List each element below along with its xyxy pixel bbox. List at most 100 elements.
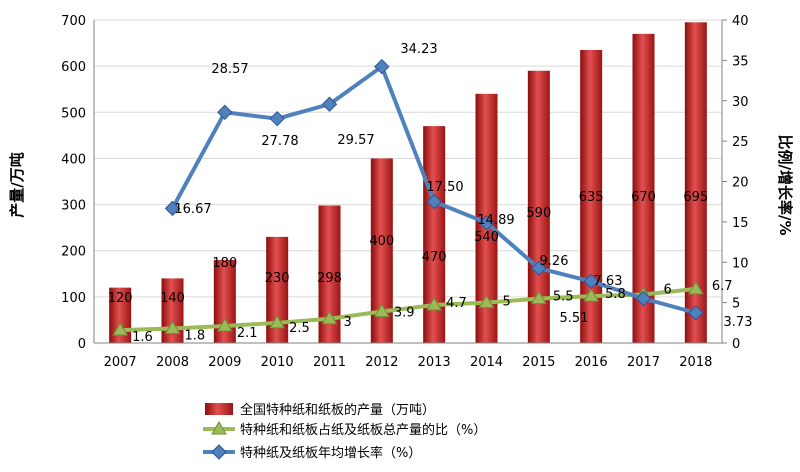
diamond-marker (583, 273, 599, 290)
y-axis-title: 产量/万吨 (8, 152, 26, 217)
x-tick-label: 2013 (418, 355, 451, 370)
ratio-data-label: 2.1 (237, 326, 258, 341)
x-tick-label: 2012 (365, 355, 398, 370)
x-tick-label: 2015 (522, 355, 555, 370)
y2-tick-label: 35 (732, 54, 749, 69)
series-line (120, 286, 697, 333)
triangle-marker (269, 314, 286, 329)
ratio-data-label: 5.5 (553, 290, 574, 305)
triangle-marker (373, 303, 390, 318)
bar-data-label: 470 (422, 250, 447, 265)
y2-tick-label: 15 (732, 216, 749, 231)
triangle-marker (321, 310, 338, 325)
bar-data-label: 298 (317, 271, 342, 286)
growth-data-label: 7.63 (594, 274, 623, 289)
diamond-marker (321, 96, 338, 112)
diamond-marker (531, 260, 547, 276)
diamond-marker (217, 104, 233, 121)
y2-axis-title: 比例/增长率/% (776, 135, 794, 236)
y2-tick-label: 40 (732, 14, 749, 29)
diamond-marker (688, 305, 704, 321)
y-tick-label: 0 (78, 337, 86, 352)
bar-data-label: 120 (108, 291, 133, 306)
diamond-marker (269, 110, 285, 127)
x-tick-label: 2007 (104, 355, 137, 370)
bar-data-label: 180 (212, 256, 237, 271)
legend-label-growth: 特种纸及纸板年均增长率（%） (240, 445, 421, 461)
y-tick-label: 700 (61, 14, 86, 29)
legend: 全国特种纸和纸板的产量（万吨） 特种纸和纸板占纸及纸板总产量的比（%） 特种纸及纸板… (203, 402, 486, 461)
bar-data-label: 670 (631, 190, 656, 205)
triangle-marker (112, 322, 129, 336)
bar (370, 158, 393, 343)
chart-axes: 0100200300400500600700051015202530354020… (61, 14, 748, 370)
growth-data-label: 27.78 (261, 134, 298, 149)
diamond-marker (374, 58, 390, 75)
y-tick-label: 200 (61, 245, 86, 260)
bar (632, 33, 655, 343)
bar-data-label: 635 (579, 190, 604, 205)
chart-gridlines (94, 19, 722, 298)
ratio-data-label: 6 (664, 283, 672, 298)
triangle-marker (478, 294, 495, 309)
bar-data-label: 695 (683, 190, 708, 205)
legend-swatch-bar (205, 403, 233, 415)
bar-data-label: 140 (160, 291, 185, 306)
diamond-marker (635, 290, 652, 307)
ratio-data-label: 5 (503, 295, 511, 310)
y-tick-label: 100 (61, 291, 86, 306)
legend-label-ratio: 特种纸和纸板占纸及纸板总产量的比（%） (240, 422, 486, 438)
bar-data-label: 230 (265, 271, 290, 286)
y2-tick-label: 20 (732, 176, 749, 191)
diamond-marker (478, 215, 495, 231)
diamond-marker (426, 193, 442, 210)
triangle-marker (687, 280, 704, 295)
ratio-data-label: 1.8 (185, 328, 206, 343)
ratio-data-label: 4.7 (446, 296, 467, 311)
x-tick-label: 2018 (679, 355, 712, 370)
growth-data-label: 16.67 (174, 202, 211, 217)
x-tick-label: 2017 (627, 355, 660, 370)
triangle-marker (530, 290, 547, 305)
y2-tick-label: 10 (732, 256, 749, 271)
bar (213, 259, 236, 343)
triangle-marker (216, 318, 233, 332)
y-tick-label: 400 (61, 152, 86, 167)
ratio-data-label: 5.8 (605, 287, 626, 302)
bar-data-label: 590 (526, 206, 551, 221)
y2-tick-label: 0 (732, 337, 740, 352)
bar (266, 236, 289, 343)
growth-data-label: 9.26 (540, 254, 569, 269)
bar (423, 126, 446, 343)
ratio-data-label: 3 (344, 315, 352, 330)
y-tick-label: 300 (61, 199, 86, 214)
x-tick-label: 2008 (156, 355, 189, 370)
y2-tick-label: 25 (732, 135, 749, 150)
bar (580, 49, 603, 343)
y-tick-label: 500 (61, 106, 86, 121)
legend-swatch-growth-marker (211, 444, 227, 460)
y-tick-label: 600 (61, 60, 86, 75)
bar (684, 22, 707, 344)
growth-data-label: 34.23 (400, 42, 437, 57)
legend-label-bar: 全国特种纸和纸板的产量（万吨） (240, 402, 435, 418)
y2-tick-label: 30 (732, 95, 749, 110)
triangle-marker (426, 297, 443, 311)
growth-data-label: 3.73 (724, 315, 753, 330)
y2-tick-label: 5 (732, 297, 740, 312)
legend-swatch-ratio-marker (211, 421, 227, 435)
ratio-data-label: 2.5 (289, 321, 310, 336)
x-tick-label: 2010 (261, 355, 294, 370)
ratio-data-label: 3.9 (394, 306, 415, 321)
x-tick-label: 2011 (313, 355, 346, 370)
line-series (112, 58, 704, 336)
diamond-marker (164, 200, 181, 217)
growth-data-label: 14.89 (477, 213, 514, 228)
x-tick-label: 2016 (575, 355, 608, 370)
growth-data-label: 5.51 (560, 311, 589, 326)
growth-data-label: 17.50 (426, 180, 463, 195)
bar (527, 70, 550, 343)
growth-data-label: 28.57 (211, 62, 248, 77)
